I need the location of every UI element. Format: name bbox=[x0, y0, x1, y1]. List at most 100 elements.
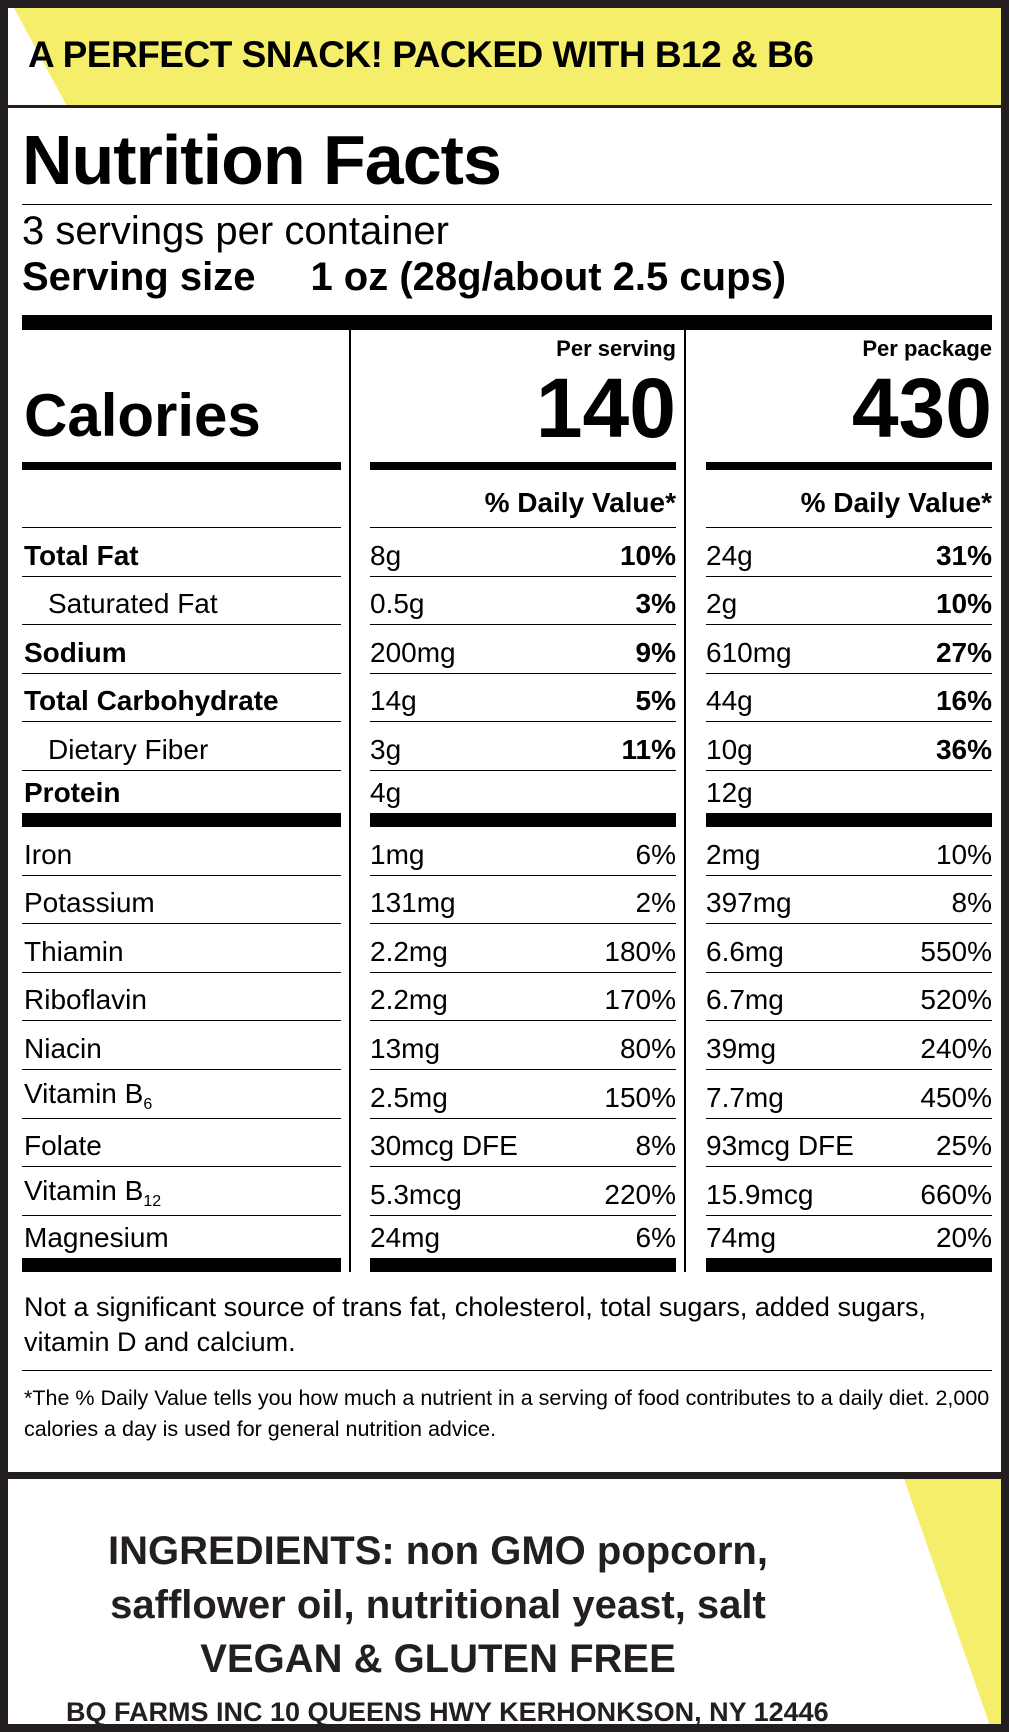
dv-header-package: % Daily Value* bbox=[706, 470, 992, 528]
serving-amount: 1mg bbox=[370, 838, 425, 870]
nutrient-row: Dietary Fiber 3g 11% 10g 36% bbox=[22, 722, 992, 771]
serving-daily-value: 5% bbox=[635, 685, 676, 717]
nutrient-name-text: Riboflavin bbox=[24, 984, 147, 1016]
package-daily-value: 550% bbox=[920, 935, 992, 967]
calories-per-package: 430 bbox=[851, 361, 992, 455]
package-amount: 610mg bbox=[706, 636, 792, 668]
nutrient-name-text: Folate bbox=[24, 1130, 102, 1162]
panel-title: Nutrition Facts bbox=[22, 108, 992, 205]
nutrient-name: Iron bbox=[24, 839, 72, 871]
serving-amount: 24mg bbox=[370, 1221, 441, 1253]
nutrient-name-text: Total Carbohydrate bbox=[24, 685, 279, 717]
section-divider bbox=[8, 1472, 1001, 1479]
nutrition-label: A PERFECT SNACK! PACKED WITH B12 & B6 Nu… bbox=[8, 8, 1001, 1724]
nutrient-row: Saturated Fat 0.5g 3% 2g 10% bbox=[22, 577, 992, 626]
serving-size-value: 1 oz (28g/about 2.5 cups) bbox=[310, 255, 787, 299]
nutrient-row: Vitamin B6 2.5mg 150% 7.7mg 450% bbox=[22, 1070, 992, 1119]
nutrient-row: Sodium 200mg 9% 610mg 27% bbox=[22, 625, 992, 674]
package-amount: 74mg bbox=[706, 1221, 777, 1253]
serving-daily-value: 8% bbox=[635, 1130, 676, 1162]
serving-amount: 2.2mg bbox=[370, 935, 448, 967]
nutrient-row: Folate 30mcg DFE 8% 93mcg DFE 25% bbox=[22, 1119, 992, 1168]
nutrient-name: Potassium bbox=[24, 887, 155, 919]
nutrient-row: Niacin 13mg 80% 39mg 240% bbox=[22, 1021, 992, 1070]
not-significant-note: Not a significant source of trans fat, c… bbox=[22, 1272, 992, 1371]
daily-value-header: % Daily Value* % Daily Value* bbox=[22, 470, 992, 528]
column-divider bbox=[684, 330, 686, 1272]
serving-amount: 14g bbox=[370, 685, 417, 717]
serving-daily-value: 6% bbox=[635, 838, 676, 870]
nutrient-row: Protein 4g 12g bbox=[22, 771, 992, 827]
nutrient-name: Riboflavin bbox=[24, 984, 147, 1016]
nutrient-name: Vitamin B12 bbox=[24, 1175, 161, 1211]
nutrient-name: Total Fat bbox=[24, 540, 139, 572]
nutrient-name: Saturated Fat bbox=[48, 588, 218, 620]
serving-amount: 200mg bbox=[370, 636, 456, 668]
nutrient-subscript: 6 bbox=[143, 1095, 153, 1113]
package-daily-value: 8% bbox=[951, 887, 992, 919]
nutrient-name: Thiamin bbox=[24, 936, 124, 968]
ingredients-panel: INGREDIENTS: non GMO popcorn, safflower … bbox=[8, 1479, 1001, 1724]
per-package-label: Per package bbox=[862, 336, 992, 361]
serving-amount: 131mg bbox=[370, 887, 456, 919]
serving-amount: 8g bbox=[370, 539, 402, 571]
dietary-claims: VEGAN & GLUTEN FREE bbox=[200, 1637, 676, 1681]
nutrient-subscript: 12 bbox=[143, 1192, 162, 1210]
ingredients-line-1: INGREDIENTS: non GMO popcorn, bbox=[108, 1529, 768, 1573]
package-amount: 6.6mg bbox=[706, 935, 784, 967]
daily-value-footnote: *The % Daily Value tells you how much a … bbox=[24, 1385, 990, 1442]
package-daily-value: 27% bbox=[935, 636, 992, 668]
nutrient-name-text: Saturated Fat bbox=[48, 588, 218, 620]
package-amount: 24g bbox=[706, 539, 753, 571]
company-address: BQ FARMS INC 10 QUEENS HWY KERHONKSON, N… bbox=[66, 1697, 829, 1724]
thick-divider bbox=[22, 315, 992, 330]
package-amount: 6.7mg bbox=[706, 984, 784, 1016]
nutrient-row: Total Carbohydrate 14g 5% 44g 16% bbox=[22, 674, 992, 723]
corner-decoration bbox=[904, 1479, 1001, 1724]
nutrient-name-text: Thiamin bbox=[24, 935, 124, 967]
serving-amount: 0.5g bbox=[370, 588, 425, 620]
nutrient-name-text: Iron bbox=[24, 838, 73, 870]
nutrient-name-text: Potassium bbox=[24, 887, 155, 919]
nutrient-name: Folate bbox=[24, 1130, 102, 1162]
serving-amount: 13mg bbox=[370, 1032, 441, 1064]
package-amount: 397mg bbox=[706, 887, 792, 919]
nutrient-name-text: Niacin bbox=[24, 1032, 102, 1064]
calories-label: Calories bbox=[22, 330, 341, 470]
serving-amount: 4g bbox=[370, 776, 402, 808]
per-serving-label: Per serving bbox=[556, 336, 676, 361]
nutrient-row: Iron 1mg 6% 2mg 10% bbox=[22, 827, 992, 876]
nutrient-name-text: Sodium bbox=[24, 636, 127, 668]
nutrient-name-text: Magnesium bbox=[24, 1221, 169, 1253]
package-amount: 15.9mcg bbox=[706, 1178, 814, 1210]
package-daily-value: 660% bbox=[920, 1178, 992, 1210]
serving-daily-value: 6% bbox=[635, 1221, 676, 1253]
calories-row: Calories Per serving 140 Per package 430 bbox=[22, 330, 992, 470]
package-daily-value: 20% bbox=[935, 1221, 992, 1253]
serving-daily-value: 150% bbox=[604, 1081, 676, 1113]
nutrient-name: Sodium bbox=[24, 637, 127, 669]
package-daily-value: 10% bbox=[935, 588, 992, 620]
nutrient-row: Total Fat 8g 10% 24g 31% bbox=[22, 528, 992, 577]
serving-daily-value: 10% bbox=[619, 539, 676, 571]
package-amount: 2g bbox=[706, 588, 738, 620]
package-amount: 12g bbox=[706, 776, 753, 808]
serving-size: Serving size 1 oz (28g/about 2.5 cups) bbox=[22, 255, 992, 315]
serving-size-label: Serving size bbox=[22, 255, 256, 299]
nutrition-facts-panel: Nutrition Facts 3 servings per container… bbox=[22, 108, 992, 1445]
nutrient-row: Riboflavin 2.2mg 170% 6.7mg 520% bbox=[22, 973, 992, 1022]
package-amount: 93mcg DFE bbox=[706, 1130, 854, 1162]
banner-text: A PERFECT SNACK! PACKED WITH B12 & B6 bbox=[28, 34, 814, 75]
nutrient-name-text: Vitamin B bbox=[24, 1077, 144, 1109]
serving-amount: 5.3mcg bbox=[370, 1178, 462, 1210]
nutrient-row: Thiamin 2.2mg 180% 6.6mg 550% bbox=[22, 924, 992, 973]
package-daily-value: 240% bbox=[920, 1032, 992, 1064]
nutrient-name: Dietary Fiber bbox=[48, 734, 208, 766]
package-amount: 10g bbox=[706, 733, 753, 765]
nutrient-name-text: Protein bbox=[24, 776, 121, 808]
serving-daily-value: 2% bbox=[635, 887, 676, 919]
nutrient-grid: Calories Per serving 140 Per package 430… bbox=[22, 330, 992, 1272]
package-daily-value: 36% bbox=[935, 733, 992, 765]
ingredients-line-2: safflower oil, nutritional yeast, salt bbox=[110, 1583, 766, 1627]
serving-amount: 3g bbox=[370, 733, 402, 765]
